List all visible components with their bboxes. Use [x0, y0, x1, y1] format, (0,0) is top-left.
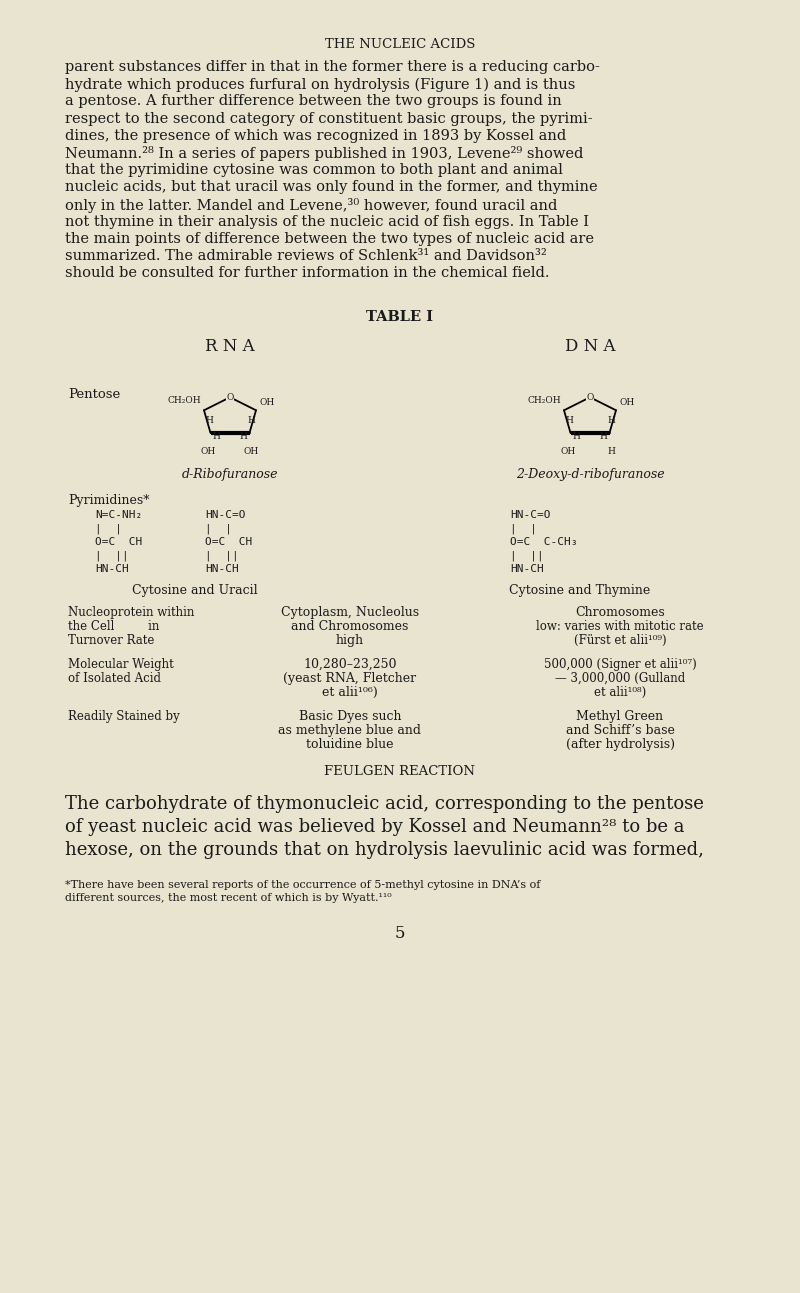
Text: Chromosomes: Chromosomes: [575, 606, 665, 619]
Text: a pentose. A further difference between the two groups is found in: a pentose. A further difference between …: [65, 94, 562, 109]
Text: TABLE I: TABLE I: [366, 310, 434, 325]
Text: Cytoplasm, Nucleolus: Cytoplasm, Nucleolus: [281, 606, 419, 619]
Text: O=C  CH: O=C CH: [205, 537, 252, 547]
Text: Neumann.²⁸ In a series of papers published in 1903, Levene²⁹ showed: Neumann.²⁸ In a series of papers publish…: [65, 146, 583, 162]
Text: OH: OH: [619, 398, 634, 407]
Text: as methylene blue and: as methylene blue and: [278, 724, 422, 737]
Text: not thymine in their analysis of the nucleic acid of fish eggs. In Table I: not thymine in their analysis of the nuc…: [65, 215, 589, 229]
Text: HN-C=O: HN-C=O: [510, 509, 550, 520]
Text: Methyl Green: Methyl Green: [577, 710, 663, 723]
Text: *There have been several reports of the occurrence of 5-methyl cytosine in DNA’s: *There have been several reports of the …: [65, 881, 540, 890]
Text: dines, the presence of which was recognized in 1893 by Kossel and: dines, the presence of which was recogni…: [65, 129, 566, 142]
Text: summarized. The admirable reviews of Schlenk³¹ and Davidson³²: summarized. The admirable reviews of Sch…: [65, 250, 546, 264]
Text: |  ||: | ||: [510, 551, 544, 561]
Text: O: O: [226, 393, 234, 402]
Text: hexose, on the grounds that on hydrolysis laevulinic acid was formed,: hexose, on the grounds that on hydrolysi…: [65, 840, 704, 859]
Text: OH: OH: [259, 398, 274, 407]
Text: |  |: | |: [510, 524, 537, 534]
Text: Pyrimidines*: Pyrimidines*: [68, 494, 150, 507]
Text: H: H: [247, 416, 255, 425]
Text: R N A: R N A: [205, 337, 255, 356]
Text: H: H: [600, 432, 607, 441]
Text: and Schiff’s base: and Schiff’s base: [566, 724, 674, 737]
Text: H: H: [213, 432, 220, 441]
Text: of Isolated Acid: of Isolated Acid: [68, 672, 161, 685]
Text: O: O: [586, 393, 594, 402]
Text: that the pyrimidine cytosine was common to both plant and animal: that the pyrimidine cytosine was common …: [65, 163, 563, 177]
Text: Turnover Rate: Turnover Rate: [68, 634, 154, 646]
Text: the main points of difference between the two types of nucleic acid are: the main points of difference between th…: [65, 231, 594, 246]
Text: |  ||: | ||: [205, 551, 238, 561]
Text: Cytosine and Uracil: Cytosine and Uracil: [132, 584, 258, 597]
Text: different sources, the most recent of which is by Wyatt.¹¹⁰: different sources, the most recent of wh…: [65, 893, 392, 903]
Text: The carbohydrate of thymonucleic acid, corresponding to the pentose: The carbohydrate of thymonucleic acid, c…: [65, 795, 704, 813]
Text: Nucleoprotein within: Nucleoprotein within: [68, 606, 194, 619]
Text: (yeast RNA, Fletcher: (yeast RNA, Fletcher: [283, 672, 417, 685]
Text: (after hydrolysis): (after hydrolysis): [566, 738, 674, 751]
Text: H: H: [607, 447, 615, 456]
Text: hydrate which produces furfural on hydrolysis (Figure 1) and is thus: hydrate which produces furfural on hydro…: [65, 78, 575, 92]
Text: |  |: | |: [95, 524, 122, 534]
Text: et alii¹⁰⁶): et alii¹⁰⁶): [322, 687, 378, 700]
Text: respect to the second category of constituent basic groups, the pyrimi-: respect to the second category of consti…: [65, 111, 593, 125]
Text: CH₂OH: CH₂OH: [527, 396, 561, 405]
Text: |  ||: | ||: [95, 551, 129, 561]
Text: nucleic acids, but that uracil was only found in the former, and thymine: nucleic acids, but that uracil was only …: [65, 181, 598, 194]
Text: toluidine blue: toluidine blue: [306, 738, 394, 751]
Text: OH: OH: [201, 447, 216, 456]
Text: HN-CH: HN-CH: [510, 564, 544, 574]
Text: FEULGEN REACTION: FEULGEN REACTION: [325, 765, 475, 778]
Text: O=C  CH: O=C CH: [95, 537, 142, 547]
Text: low: varies with mitotic rate: low: varies with mitotic rate: [536, 621, 704, 634]
Text: HN-C=O: HN-C=O: [205, 509, 246, 520]
Text: D N A: D N A: [565, 337, 615, 356]
Text: high: high: [336, 634, 364, 646]
Text: Readily Stained by: Readily Stained by: [68, 710, 180, 723]
Text: and Chromosomes: and Chromosomes: [291, 621, 409, 634]
Text: CH₂OH: CH₂OH: [167, 396, 201, 405]
Text: Basic Dyes such: Basic Dyes such: [298, 710, 402, 723]
Text: |  |: | |: [205, 524, 232, 534]
Text: 500,000 (Signer et alii¹⁰⁷): 500,000 (Signer et alii¹⁰⁷): [544, 658, 696, 671]
Text: Pentose: Pentose: [68, 388, 120, 401]
Text: of yeast nucleic acid was believed by Kossel and Neumann²⁸ to be a: of yeast nucleic acid was believed by Ko…: [65, 818, 685, 837]
Text: H: H: [573, 432, 580, 441]
Text: parent substances differ in that in the former there is a reducing carbo-: parent substances differ in that in the …: [65, 59, 600, 74]
Text: THE NUCLEIC ACIDS: THE NUCLEIC ACIDS: [325, 37, 475, 50]
Text: the Cell         in: the Cell in: [68, 621, 159, 634]
Text: et alii¹⁰⁸): et alii¹⁰⁸): [594, 687, 646, 700]
Text: only in the latter. Mandel and Levene,³⁰ however, found uracil and: only in the latter. Mandel and Levene,³⁰…: [65, 198, 558, 212]
Text: HN-CH: HN-CH: [205, 564, 238, 574]
Text: 10,280–23,250: 10,280–23,250: [303, 658, 397, 671]
Text: OH: OH: [561, 447, 576, 456]
Text: N=C-NH₂: N=C-NH₂: [95, 509, 142, 520]
Text: 5: 5: [394, 924, 406, 943]
Text: d-Ribofuranose: d-Ribofuranose: [182, 468, 278, 481]
Text: HN-CH: HN-CH: [95, 564, 129, 574]
Text: — 3,000,000 (Gulland: — 3,000,000 (Gulland: [555, 672, 685, 685]
Text: Molecular Weight: Molecular Weight: [68, 658, 174, 671]
Text: Cytosine and Thymine: Cytosine and Thymine: [510, 584, 650, 597]
Text: H: H: [240, 432, 247, 441]
Text: H: H: [607, 416, 615, 425]
Text: should be consulted for further information in the chemical field.: should be consulted for further informat…: [65, 266, 550, 281]
Text: (Fürst et alii¹⁰⁹): (Fürst et alii¹⁰⁹): [574, 634, 666, 646]
Text: O=C  C-CH₃: O=C C-CH₃: [510, 537, 578, 547]
Text: H: H: [205, 416, 213, 425]
Text: 2-Deoxy-d-ribofuranose: 2-Deoxy-d-ribofuranose: [516, 468, 664, 481]
Text: H: H: [565, 416, 573, 425]
Text: OH: OH: [244, 447, 259, 456]
